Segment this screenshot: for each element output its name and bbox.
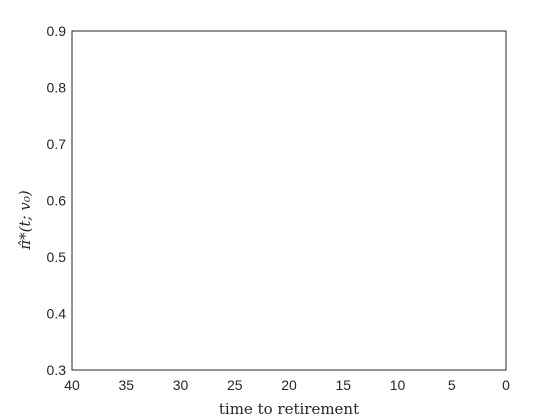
x-tick-label: 20	[281, 377, 297, 393]
y-tick-label: 0.6	[47, 193, 67, 209]
y-tick-label: 0.7	[47, 136, 67, 152]
axes-box	[71, 30, 507, 371]
y-tick-label: 0.5	[47, 249, 67, 265]
plot-background	[72, 31, 506, 370]
x-tick-label: 35	[118, 377, 134, 393]
y-tick-label: 0.9	[47, 23, 67, 39]
axes-frame	[71, 30, 507, 371]
x-tick-label: 40	[64, 377, 80, 393]
x-tick-label: 0	[502, 377, 510, 393]
x-tick-label: 25	[227, 377, 243, 393]
y-tick-label: 0.3	[47, 362, 67, 378]
x-tick-label: 15	[335, 377, 351, 393]
x-tick-label: 10	[390, 377, 406, 393]
x-tick-label: 5	[448, 377, 456, 393]
x-tick-label: 30	[173, 377, 189, 393]
y-tick-label: 0.8	[47, 80, 67, 96]
x-axis-label: time to retirement	[219, 400, 359, 418]
y-axis-label: π̂*(t; v₀)	[16, 190, 34, 251]
y-tick-label: 0.4	[47, 306, 67, 322]
